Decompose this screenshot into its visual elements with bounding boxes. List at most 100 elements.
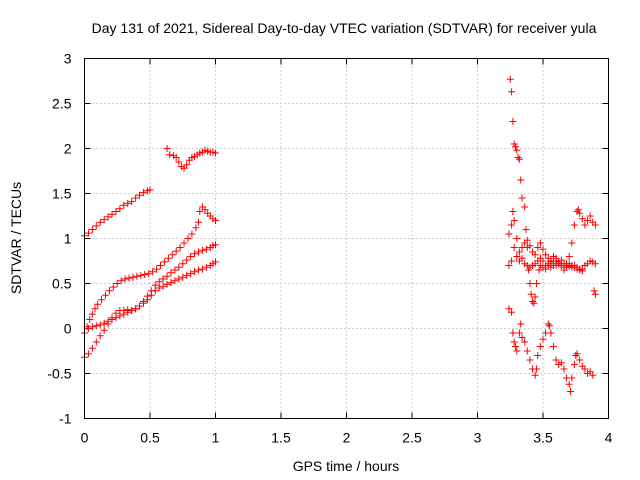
data-point (544, 320, 552, 328)
x-tick-label: 0.5 (140, 430, 160, 446)
data-point (175, 275, 183, 283)
data-point (568, 374, 576, 382)
data-point (153, 265, 161, 273)
data-point (547, 329, 555, 337)
y-axis-title: SDTVAR / TECUs (8, 182, 24, 294)
data-point (513, 235, 521, 242)
data-point (183, 271, 191, 279)
data-point (560, 365, 568, 373)
data-point (526, 242, 534, 250)
data-point (513, 253, 521, 260)
data-point (509, 329, 517, 337)
data-point (149, 268, 157, 276)
series-arc-F (506, 75, 599, 307)
data-point (573, 350, 581, 358)
data-point (517, 176, 525, 184)
data-point (155, 284, 163, 292)
data-point (108, 210, 116, 218)
data-point (584, 217, 592, 224)
data-point (183, 161, 191, 169)
data-point (570, 221, 578, 229)
data-point (212, 258, 219, 266)
data-point (101, 291, 109, 299)
data-point (586, 368, 594, 376)
data-point (168, 251, 176, 259)
data-point (187, 270, 195, 278)
data-point (88, 226, 96, 233)
data-point (84, 325, 92, 332)
data-point (112, 314, 120, 322)
data-point (121, 275, 129, 283)
data-point (544, 262, 552, 269)
data-point (141, 271, 149, 278)
data-point (133, 272, 141, 280)
data-point (518, 254, 526, 262)
data-point (136, 302, 144, 310)
data-point (518, 334, 526, 341)
data-point (574, 206, 582, 214)
data-point (531, 293, 539, 301)
data-point (91, 305, 99, 313)
data-point (194, 266, 202, 274)
data-point (175, 158, 183, 166)
data-point (136, 191, 144, 199)
data-point (578, 215, 586, 223)
data-point (552, 262, 560, 269)
x-tick-label: 2 (343, 430, 351, 446)
series-arc-A (81, 186, 154, 240)
data-point (510, 217, 518, 224)
data-point (105, 287, 113, 295)
data-point (155, 278, 163, 286)
data-point (532, 365, 540, 373)
data-point (570, 361, 578, 368)
data-point (536, 343, 544, 350)
data-point (505, 230, 513, 238)
x-tick-label: 4 (605, 430, 613, 446)
data-point (163, 145, 171, 152)
data-point (522, 226, 530, 233)
x-tick-label: 0 (81, 430, 89, 446)
data-point (139, 299, 147, 307)
data-point (160, 258, 168, 266)
data-point (518, 244, 526, 251)
data-point (147, 291, 155, 299)
data-point (511, 143, 519, 151)
data-point (180, 164, 188, 172)
data-point (506, 75, 514, 83)
x-tick-label: 2.5 (402, 430, 422, 446)
data-point (184, 235, 192, 242)
data-point (180, 239, 188, 247)
data-point (146, 186, 154, 194)
data-point (567, 388, 575, 395)
data-point (591, 221, 599, 229)
data-point (527, 290, 535, 298)
data-point (202, 263, 210, 271)
data-point (531, 371, 539, 379)
data-point (171, 266, 179, 274)
data-point (120, 310, 128, 318)
data-point (137, 271, 145, 279)
data-point (505, 262, 513, 269)
data-point (534, 352, 542, 359)
data-point (151, 287, 159, 295)
data-point (86, 316, 94, 323)
data-point (589, 371, 597, 379)
data-point (179, 260, 187, 268)
x-tick-label: 1 (212, 430, 220, 446)
data-point (505, 305, 513, 313)
data-point (159, 275, 167, 283)
data-point (167, 269, 175, 277)
data-point (163, 272, 171, 280)
data-point (511, 343, 519, 350)
data-point (586, 212, 594, 220)
data-point (191, 268, 199, 276)
data-point (100, 326, 108, 334)
data-point (108, 316, 116, 323)
data-point (557, 256, 565, 264)
data-point (508, 88, 516, 96)
data-point (96, 332, 104, 340)
data-point (112, 208, 120, 215)
data-point (509, 208, 517, 215)
data-point (572, 352, 580, 359)
